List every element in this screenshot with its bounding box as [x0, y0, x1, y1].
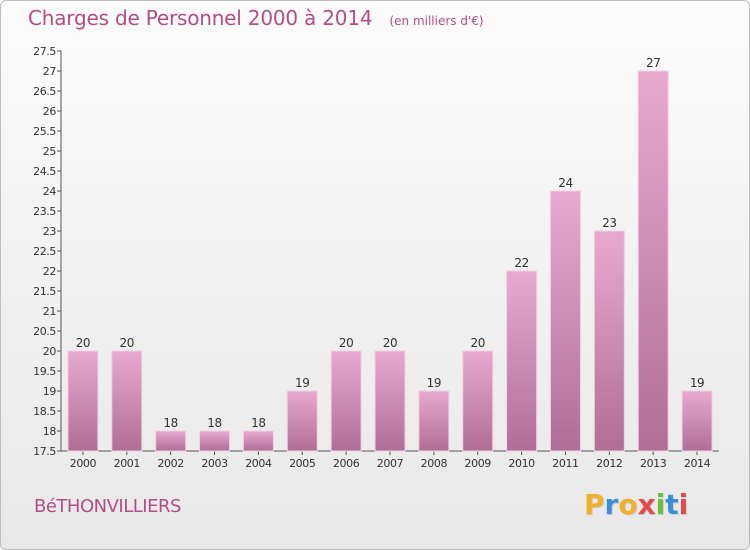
y-tick-label: 27.5: [33, 45, 56, 58]
y-tick-label: 19: [43, 385, 57, 398]
bar-2005: [286, 390, 318, 452]
y-tick-label: 18.5: [33, 405, 56, 418]
value-label: 22: [514, 256, 528, 270]
value-label: 18: [163, 416, 177, 430]
y-tick-label: 21: [43, 305, 56, 318]
label-layer: 20 20 18 18 18 19 20 20 19 20 22 24 23 27 19: [76, 56, 705, 430]
chart-subtitle: (en milliers d'€): [389, 14, 484, 28]
y-tick-label: 22.5: [33, 245, 56, 258]
logo-letter: i: [678, 488, 689, 521]
y-tick-label: 24: [43, 185, 57, 198]
x-tick-label: 2007: [377, 457, 404, 470]
value-label: 27: [646, 56, 660, 70]
proxiti-logo: Proxiti: [584, 488, 688, 521]
title-row: Charges de Personnel 2000 à 2014 (en mil…: [28, 6, 484, 30]
bar-2010: [506, 270, 538, 452]
bar-2001: [111, 350, 143, 452]
bar-2002: [155, 430, 187, 452]
x-tick-label: 2005: [289, 457, 316, 470]
y-tick-label: 25: [43, 145, 57, 158]
value-label: 19: [427, 376, 441, 390]
value-label: 20: [383, 336, 397, 350]
x-tick-label: 2011: [552, 457, 578, 470]
y-tick-label: 26.5: [33, 85, 56, 98]
x-tick-label: 2001: [114, 457, 140, 470]
value-label: 20: [339, 336, 353, 350]
logo-letter: x: [637, 488, 656, 521]
logo-letter: r: [604, 488, 619, 521]
value-label: 20: [120, 336, 134, 350]
value-label: 20: [470, 336, 484, 350]
chart-title: Charges de Personnel 2000 à 2014: [28, 6, 373, 30]
bar-2011: [549, 190, 581, 452]
y-tick-label: 25.5: [33, 125, 56, 138]
bar-2014: [681, 390, 713, 452]
x-tick-label: 2000: [70, 457, 97, 470]
y-tick-label: 18: [43, 425, 57, 438]
value-label: 24: [558, 176, 572, 190]
bar-2009: [462, 350, 494, 452]
y-tick-label: 21.5: [33, 285, 56, 298]
bar-2006: [330, 350, 362, 452]
x-tick-label: 2014: [684, 457, 711, 470]
logo-letter: o: [618, 488, 638, 521]
y-tick-label: 27: [43, 65, 57, 78]
commune-name: BéTHONVILLIERS: [34, 496, 181, 517]
x-tick-label: 2002: [157, 457, 183, 470]
value-label: 23: [602, 216, 616, 230]
bar-2003: [199, 430, 231, 452]
x-tick-label: 2006: [333, 457, 360, 470]
bar-layer: [67, 70, 713, 452]
value-label: 19: [690, 376, 704, 390]
x-tick-label: 2009: [465, 457, 492, 470]
x-tick-label: 2004: [245, 457, 272, 470]
value-label: 20: [76, 336, 90, 350]
bar-2004: [242, 430, 274, 452]
bar-2000: [67, 350, 99, 452]
bar-2012: [593, 230, 625, 452]
value-label: 18: [251, 416, 265, 430]
y-tick-label: 22: [43, 265, 56, 278]
y-tick-label: 20: [43, 345, 57, 358]
y-tick-label: 20.5: [33, 325, 56, 338]
value-label: 18: [207, 416, 221, 430]
bar-2007: [374, 350, 406, 452]
value-label: 19: [295, 376, 309, 390]
y-tick-label: 26: [43, 105, 57, 118]
y-tick-label: 23: [43, 225, 57, 238]
bar-2008: [418, 390, 450, 452]
y-tick-label: 24.5: [33, 165, 56, 178]
bar-2013: [637, 70, 669, 452]
x-tick-label: 2010: [508, 457, 535, 470]
y-tick-label: 23.5: [33, 205, 56, 218]
x-tick-label: 2012: [596, 457, 622, 470]
x-tick-label: 2013: [640, 457, 667, 470]
y-tick-label: 17.5: [33, 445, 56, 458]
logo-letter: i: [655, 488, 666, 521]
logo-letter: t: [665, 488, 679, 521]
axis-layer: 17.5 18 18.5 19 19.5 20 20.5 21 21.5 22 22.5 23 23.5…: [33, 45, 719, 470]
logo-letter: P: [584, 488, 605, 521]
x-tick-label: 2008: [421, 457, 448, 470]
x-tick-label: 2003: [201, 457, 228, 470]
y-tick-label: 19.5: [33, 365, 56, 378]
